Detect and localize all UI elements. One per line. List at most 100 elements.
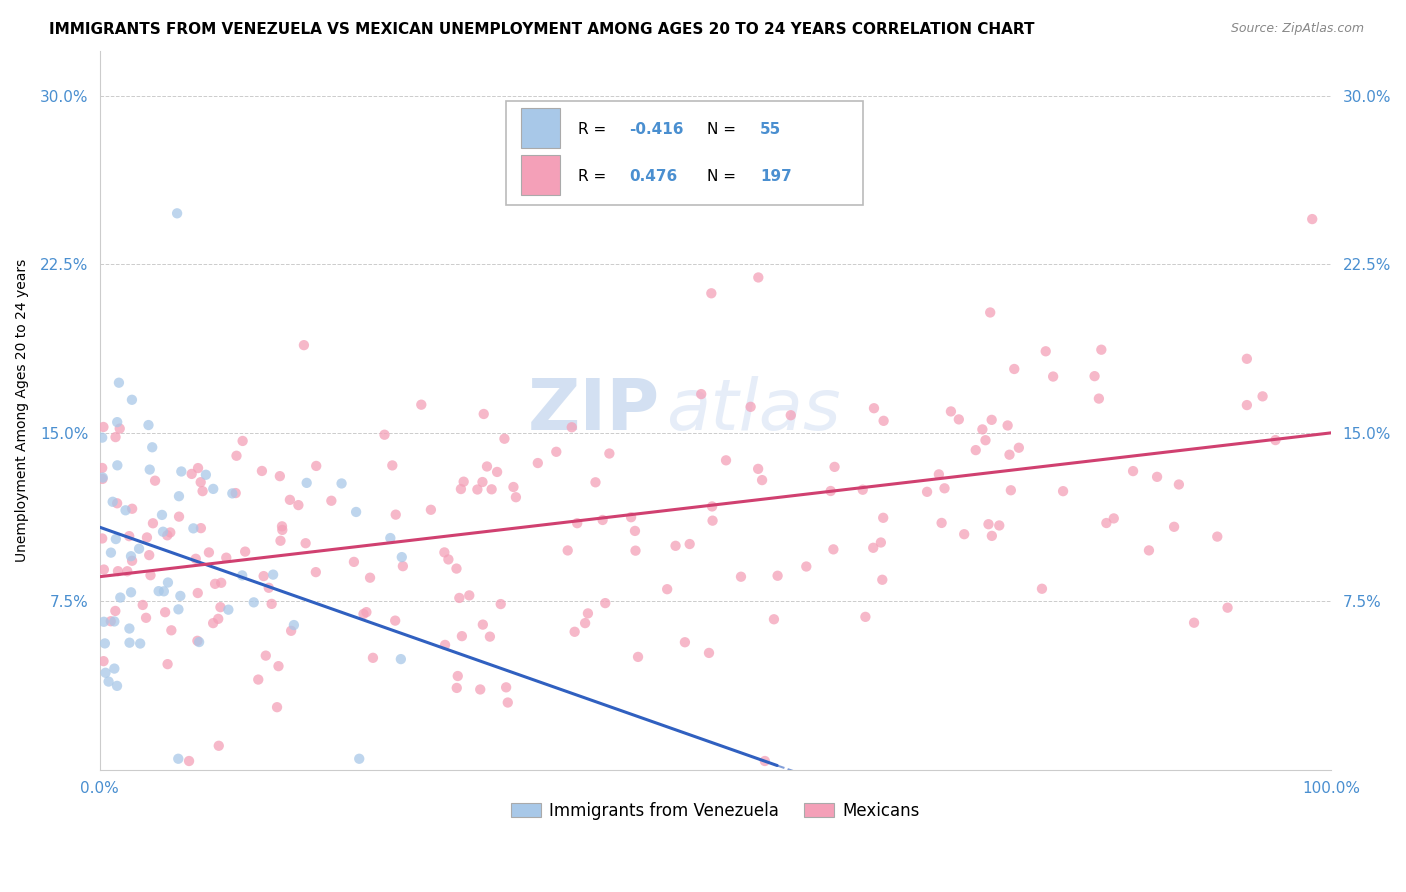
Point (254, 648, 277, 663)
Point (1084, 369, 1107, 384)
Point (138, 462, 160, 476)
Point (411, 398, 433, 412)
Point (489, 597, 512, 611)
Point (965, 443, 987, 458)
Point (446, 561, 468, 575)
Point (183, 521, 205, 535)
Point (118, 622, 141, 636)
Point (215, 550, 238, 565)
Point (977, 517, 1000, 532)
Point (824, 459, 846, 474)
Y-axis label: Unemployment Among Ages 20 to 24 years: Unemployment Among Ages 20 to 24 years (15, 259, 30, 562)
Point (321, 493, 343, 508)
Point (481, 483, 503, 497)
Point (91, 461, 114, 475)
Point (751, 473, 773, 487)
Point (103, 615, 125, 629)
Point (496, 696, 519, 710)
Point (434, 638, 457, 652)
Point (104, 430, 127, 444)
Point (766, 568, 789, 582)
Point (471, 617, 494, 632)
Point (627, 649, 650, 664)
Point (262, 567, 284, 582)
Point (697, 646, 720, 660)
Point (702, 514, 724, 528)
Point (862, 541, 884, 555)
Legend: Immigrants from Venezuela, Mexicans: Immigrants from Venezuela, Mexicans (505, 795, 927, 826)
Point (863, 401, 886, 416)
Point (714, 453, 737, 467)
Point (564, 624, 586, 639)
Point (278, 492, 301, 507)
Point (1102, 511, 1125, 525)
Point (419, 502, 441, 516)
Point (294, 536, 316, 550)
Point (118, 636, 141, 650)
Text: 197: 197 (759, 169, 792, 184)
Point (217, 603, 239, 617)
Point (450, 482, 472, 496)
Point (186, 633, 208, 648)
Point (198, 545, 221, 559)
Point (505, 490, 527, 504)
Point (1002, 362, 1025, 376)
Point (209, 600, 232, 615)
FancyBboxPatch shape (506, 101, 863, 205)
Point (546, 444, 568, 458)
Point (148, 584, 170, 599)
Point (167, 509, 190, 524)
Point (91, 532, 114, 546)
Point (980, 413, 1002, 427)
Point (762, 612, 785, 626)
Point (472, 407, 495, 421)
Point (979, 305, 1001, 319)
Point (747, 270, 769, 285)
Text: atlas: atlas (666, 376, 841, 445)
Point (91, 472, 114, 486)
Point (561, 420, 583, 434)
Text: N =: N = (707, 122, 741, 137)
Point (100, 546, 122, 560)
Point (156, 528, 179, 542)
Point (271, 519, 294, 533)
Point (953, 527, 976, 541)
Point (138, 418, 160, 433)
Point (121, 554, 143, 568)
Point (356, 605, 378, 619)
Point (204, 577, 226, 591)
Point (105, 415, 128, 429)
Point (242, 595, 264, 609)
Point (872, 573, 894, 587)
Point (453, 475, 475, 489)
Point (121, 501, 143, 516)
Point (1052, 484, 1074, 499)
Point (138, 548, 160, 562)
Point (153, 605, 176, 619)
Point (292, 338, 315, 352)
Point (250, 464, 273, 478)
Point (451, 629, 474, 643)
Point (870, 535, 893, 549)
Point (381, 458, 404, 473)
Point (180, 467, 202, 481)
Point (384, 508, 406, 522)
Point (855, 610, 877, 624)
Point (391, 550, 413, 565)
Point (690, 387, 713, 401)
Point (225, 486, 247, 500)
Point (353, 607, 375, 621)
Point (167, 602, 190, 616)
Point (1236, 398, 1258, 412)
Point (928, 467, 950, 482)
Point (1206, 530, 1229, 544)
Point (129, 636, 152, 650)
Point (194, 467, 217, 482)
Point (478, 630, 501, 644)
Point (449, 591, 471, 605)
Point (747, 462, 769, 476)
Point (139, 568, 162, 582)
Point (191, 484, 214, 499)
Point (373, 427, 395, 442)
Point (359, 571, 381, 585)
